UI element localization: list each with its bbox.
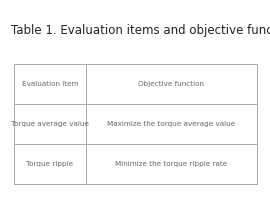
Text: Evaluation item: Evaluation item [22, 81, 78, 87]
Text: Maximize the torque average value: Maximize the torque average value [107, 121, 235, 127]
Text: Objective function: Objective function [139, 81, 204, 87]
Text: Minimize the torque ripple rate: Minimize the torque ripple rate [115, 161, 228, 167]
Bar [14, 64, 256, 184]
Text: Torque ripple: Torque ripple [26, 161, 73, 167]
Text: Torque average value: Torque average value [11, 121, 89, 127]
Text: Table 1. Evaluation items and objective functions: Table 1. Evaluation items and objective … [11, 24, 270, 37]
